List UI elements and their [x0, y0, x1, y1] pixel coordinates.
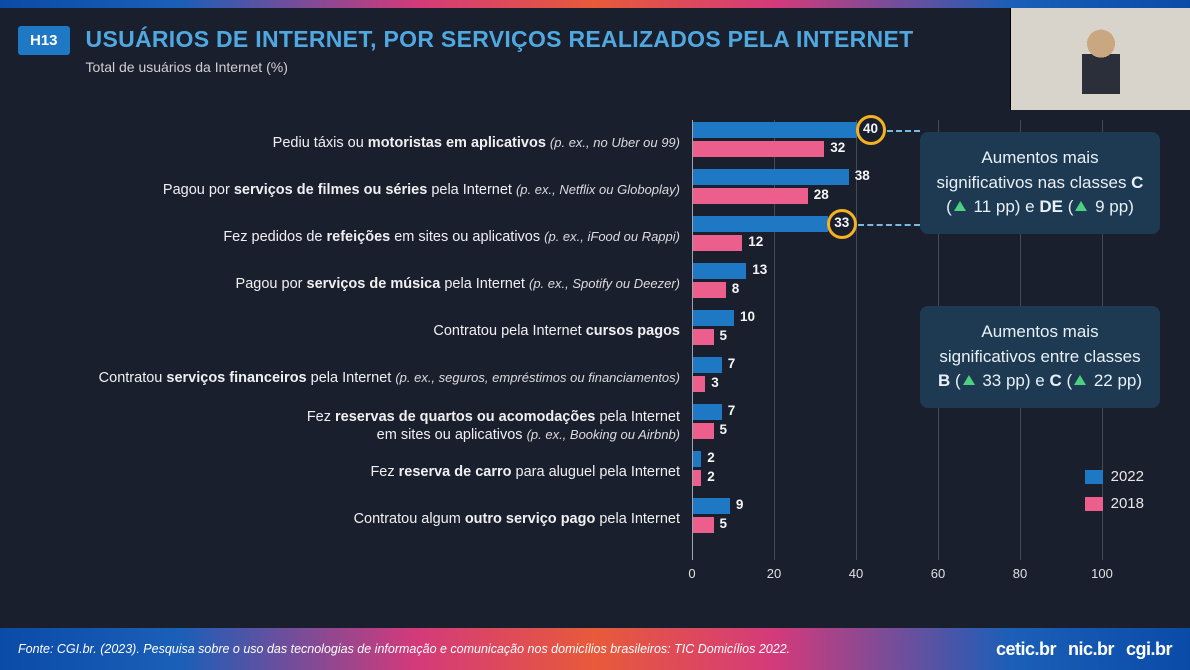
bar-value-label: 5 — [720, 328, 728, 344]
bar-value-label: 13 — [752, 262, 767, 278]
callout-arrow — [887, 130, 920, 132]
bar-value-label: 7 — [728, 356, 736, 372]
slide-header: H13 USUÁRIOS DE INTERNET, POR SERVIÇOS R… — [18, 26, 990, 75]
legend-swatch — [1085, 470, 1103, 484]
bar-v2018 — [693, 329, 714, 345]
callout-arrow — [858, 224, 920, 226]
bar-v2018 — [693, 282, 726, 298]
gridline — [774, 120, 775, 560]
highlight-ring — [827, 209, 857, 239]
slide-subtitle: Total de usuários da Internet (%) — [86, 59, 914, 75]
legend-swatch — [1085, 497, 1103, 511]
category-label: Fez reservas de quartos ou acomodações p… — [20, 408, 680, 444]
source-citation: Fonte: CGI.br. (2023). Pesquisa sobre o … — [18, 642, 790, 656]
bar-value-label: 2 — [707, 450, 715, 466]
bar-v2018 — [693, 517, 714, 533]
bar-value-label: 8 — [732, 281, 740, 297]
bar-value-label: 12 — [748, 234, 763, 250]
category-label: Pagou por serviços de filmes ou séries p… — [20, 181, 680, 199]
bar-value-label: 28 — [814, 187, 829, 203]
footer-logo: cgi.br — [1126, 639, 1172, 660]
bar-value-label: 10 — [740, 309, 755, 325]
x-axis-tick: 0 — [688, 566, 695, 581]
category-label: Contratou serviços financeiros pela Inte… — [20, 369, 680, 387]
bar-v2018 — [693, 188, 808, 204]
bar-value-label: 9 — [736, 497, 744, 513]
bar-v2022 — [693, 263, 746, 279]
category-label: Contratou algum outro serviço pago pela … — [20, 510, 680, 528]
category-label: Fez reserva de carro para aluguel pela I… — [20, 463, 680, 481]
bar-value-label: 3 — [711, 375, 719, 391]
category-label: Fez pedidos de refeições em sites ou apl… — [20, 228, 680, 246]
presenter-webcam — [1010, 8, 1190, 110]
legend-item: 2022 — [1085, 468, 1144, 485]
footer-logo: cetic.br — [996, 639, 1056, 660]
x-axis-tick: 60 — [931, 566, 945, 581]
x-axis-tick: 40 — [849, 566, 863, 581]
legend-label: 2022 — [1111, 468, 1144, 485]
bar-value-label: 38 — [855, 168, 870, 184]
bar-v2022 — [693, 404, 722, 420]
slide-title: USUÁRIOS DE INTERNET, POR SERVIÇOS REALI… — [86, 26, 914, 53]
bar-value-label: 5 — [720, 516, 728, 532]
bar-v2018 — [693, 423, 714, 439]
legend-label: 2018 — [1111, 495, 1144, 512]
bar-v2022 — [693, 451, 701, 467]
bar-v2022 — [693, 169, 849, 185]
bar-v2022 — [693, 122, 857, 138]
x-axis-tick: 20 — [767, 566, 781, 581]
category-label: Contratou pela Internet cursos pagos — [20, 322, 680, 340]
bar-value-label: 5 — [720, 422, 728, 438]
bar-v2022 — [693, 498, 730, 514]
legend-item: 2018 — [1085, 495, 1144, 512]
chart-legend: 2022 2018 — [1085, 468, 1144, 522]
x-axis-tick: 100 — [1091, 566, 1113, 581]
callout-box: Aumentos mais significativos nas classes… — [920, 132, 1160, 234]
callout-box: Aumentos mais significativos entre class… — [920, 306, 1160, 408]
footer-logos: cetic.br nic.br cgi.br — [996, 639, 1172, 660]
gridline — [856, 120, 857, 560]
bar-v2018 — [693, 376, 705, 392]
bar-v2022 — [693, 216, 828, 232]
bar-v2018 — [693, 141, 824, 157]
highlight-ring — [856, 115, 886, 145]
bar-v2018 — [693, 470, 701, 486]
x-axis-tick: 80 — [1013, 566, 1027, 581]
slide-code-badge: H13 — [18, 26, 70, 55]
footer-bar: Fonte: CGI.br. (2023). Pesquisa sobre o … — [0, 628, 1190, 670]
bar-v2022 — [693, 310, 734, 326]
bar-v2022 — [693, 357, 722, 373]
bar-value-label: 32 — [830, 140, 845, 156]
bar-v2018 — [693, 235, 742, 251]
bar-value-label: 2 — [707, 469, 715, 485]
category-label: Pagou por serviços de música pela Intern… — [20, 275, 680, 293]
footer-logo: nic.br — [1068, 639, 1114, 660]
bar-value-label: 7 — [728, 403, 736, 419]
category-label: Pediu táxis ou motoristas em aplicativos… — [20, 134, 680, 152]
decorative-top-border — [0, 0, 1190, 8]
chart: Pediu táxis ou motoristas em aplicativos… — [0, 120, 1190, 590]
